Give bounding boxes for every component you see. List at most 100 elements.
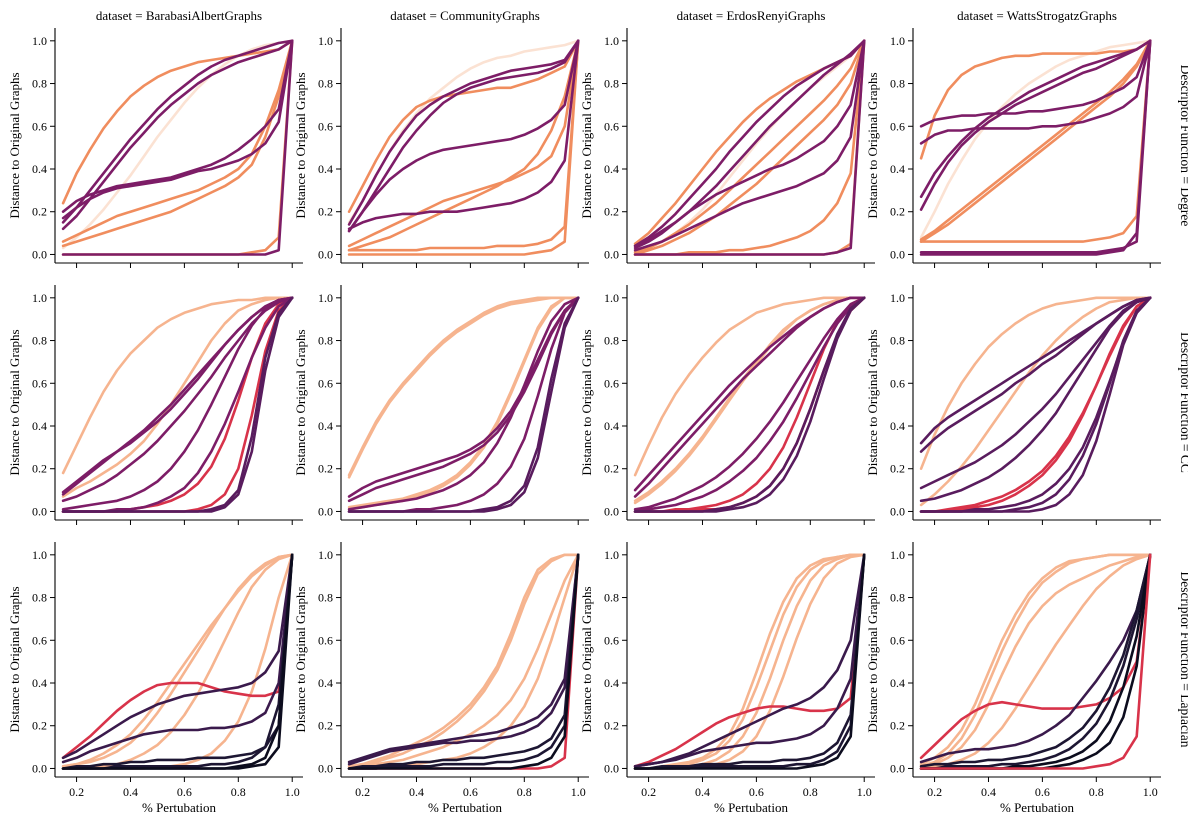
series-line [633,553,866,770]
x-tick-label: 0.8 [517,785,532,799]
series-line [633,39,866,248]
y-tick-label: 0.2 [32,205,47,219]
y-tick-label: 0.4 [890,676,905,690]
series-line [919,296,1152,513]
series-line [633,553,866,768]
column-facet-title: dataset = ErdosRenyiGraphs [677,8,826,23]
y-tick-label: 0.6 [890,119,905,133]
series-line [61,39,294,250]
x-tick-label: 1.0 [857,785,872,799]
series-line [61,553,294,764]
y-tick-label: 0.8 [604,334,619,348]
y-tick-label: 1.0 [318,34,333,48]
series-line [919,39,1152,243]
facet-panel: 0.0 0.2 0.4 0.6 0.8 1.0 Distance to Original G… [865,285,1188,525]
x-tick-label: 1.0 [571,785,586,799]
y-tick-label: 0.0 [318,247,333,261]
y-tick-label: 0.2 [32,719,47,733]
row-facet-title: Descriptor Function = Degree [1178,65,1188,227]
y-tick-label: 0.0 [32,504,47,518]
y-tick-label: 0.8 [318,77,333,91]
row-facet-title: Descriptor Function = CC [1178,332,1188,473]
y-axis-label: Distance to Original Graphs [7,586,22,732]
y-tick-label: 0.0 [604,504,619,518]
series-line [61,39,294,256]
series-line [347,39,580,248]
x-tick-label: 0.6 [177,785,192,799]
y-axis-label: Distance to Original Graphs [579,586,594,732]
series-line [919,553,1152,768]
series-line [919,296,1152,471]
y-axis-label: Distance to Original Graphs [865,586,880,732]
series-line [347,39,580,252]
y-tick-label: 0.6 [890,633,905,647]
series-line [347,296,580,513]
y-axis-label: Distance to Original Graphs [579,329,594,475]
facet-panel: 0.0 0.2 0.4 0.6 0.8 1.0 0.2 0.4 0.6 0.8 1.0 Distanc… [865,542,1188,815]
series-line [919,553,1152,770]
series-line [347,296,580,498]
x-tick-label: 0.2 [641,785,656,799]
column-facet-title: dataset = WattsStrogatzGraphs [957,8,1117,23]
y-tick-label: 0.6 [32,633,47,647]
series-line [61,553,294,760]
y-tick-label: 0.6 [318,119,333,133]
y-tick-label: 0.2 [318,462,333,476]
series-line [347,553,580,768]
y-axis-label: Distance to Original Graphs [293,72,308,218]
y-tick-label: 0.4 [604,162,619,176]
series-line [919,39,1152,241]
y-tick-label: 0.6 [318,633,333,647]
series-line [633,296,866,498]
y-tick-label: 0.2 [604,205,619,219]
series-line [347,39,580,252]
series-line [633,553,866,770]
y-tick-label: 0.4 [890,419,905,433]
y-tick-label: 0.0 [318,761,333,775]
series-line [919,39,1152,211]
y-tick-label: 0.2 [890,719,905,733]
y-tick-label: 0.8 [318,334,333,348]
column-facet-title: dataset = BarabasiAlbertGraphs [96,8,262,23]
series-line [61,39,294,224]
y-tick-label: 0.6 [604,119,619,133]
y-tick-label: 0.8 [32,591,47,605]
x-tick-label: 0.4 [123,785,138,799]
series-line [919,39,1152,256]
series-line [347,39,580,256]
series-line [61,553,294,770]
series-line [61,296,294,475]
series-line [61,296,294,494]
y-axis-label: Distance to Original Graphs [865,72,880,218]
y-tick-label: 0.4 [318,676,333,690]
series-line [633,39,866,248]
y-axis-label: Distance to Original Graphs [7,329,22,475]
series-line [919,296,1152,503]
series-line [919,296,1152,507]
y-tick-label: 0.2 [890,205,905,219]
y-tick-label: 0.8 [890,334,905,348]
y-axis-label: Distance to Original Graphs [293,586,308,732]
y-tick-label: 0.0 [890,247,905,261]
y-tick-label: 0.6 [604,376,619,390]
series-line [347,296,580,511]
series-line [633,296,866,513]
y-tick-label: 0.2 [890,462,905,476]
series-line [61,553,294,770]
series-line [61,39,294,231]
x-tick-label: 0.2 [355,785,370,799]
y-tick-label: 0.4 [318,162,333,176]
series-line [61,553,294,770]
series-line [633,39,866,254]
y-tick-label: 0.4 [318,419,333,433]
x-tick-label: 0.4 [981,785,996,799]
y-tick-label: 0.8 [32,77,47,91]
series-line [919,39,1152,199]
series-line [633,553,866,770]
series-line [347,296,580,503]
series-line [919,296,1152,490]
x-tick-label: 0.4 [695,785,710,799]
series-line [919,553,1152,764]
x-axis-label: % Pertubation [714,800,789,815]
